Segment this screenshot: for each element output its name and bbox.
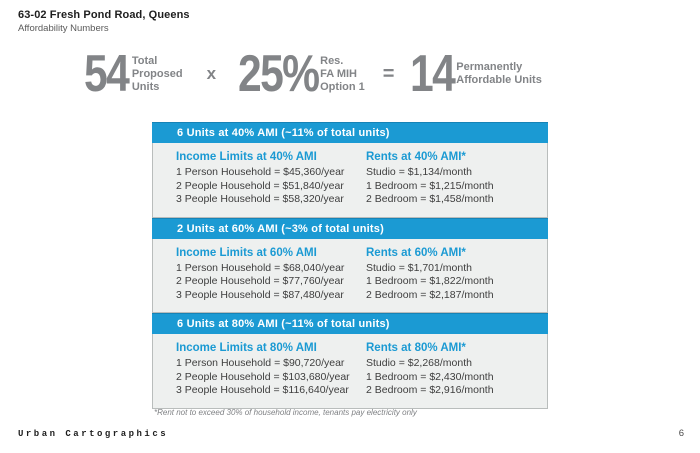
income-row: 2 People Household = $77,760/year: [176, 275, 344, 287]
income-heading: Income Limits at 40% AMI: [176, 151, 317, 163]
income-row: 2 People Household = $103,680/year: [176, 370, 350, 383]
section-body-80: Income Limits at 80% AMI 1 Person Househ…: [152, 334, 548, 409]
rents-heading: Rents at 80% AMI*: [366, 342, 466, 354]
affordability-table: 6 Units at 40% AMI (~11% of total units)…: [152, 122, 548, 409]
section-header-80: 6 Units at 80% AMI (~11% of total units): [152, 313, 548, 334]
rent-row: 2 Bedroom = $1,458/month: [366, 193, 494, 205]
income-row: 3 People Household = $58,320/year: [176, 193, 344, 205]
equals-operator: =: [382, 62, 395, 85]
rents-column: Rents at 40% AMI* Studio = $1,134/month …: [366, 151, 539, 207]
income-row: 1 Person Household = $90,720/year: [176, 357, 345, 369]
rents-column: Rents at 60% AMI* Studio = $1,701/month …: [366, 247, 539, 303]
total-units-label: Total Proposed Units: [131, 54, 183, 93]
ami-section-80: 6 Units at 80% AMI (~11% of total units)…: [152, 313, 548, 409]
rent-footnote: *Rent not to exceed 30% of household inc…: [154, 408, 417, 417]
rent-row: Studio = $1,134/month: [366, 166, 472, 178]
rent-row: Studio = $1,701/month: [366, 261, 472, 274]
rents-column: Rents at 80% AMI* Studio = $2,268/month …: [366, 342, 539, 398]
rent-row: 1 Bedroom = $1,822/month: [366, 275, 494, 287]
income-row: 2 People Household = $51,840/year: [176, 179, 344, 192]
brand-name: Urban Cartographics: [18, 429, 169, 439]
income-limits-column: Income Limits at 60% AMI 1 Person Househ…: [176, 247, 366, 303]
income-row: 3 People Household = $116,640/year: [176, 384, 349, 396]
rents-heading: Rents at 40% AMI*: [366, 151, 466, 163]
income-limits-column: Income Limits at 40% AMI 1 Person Househ…: [176, 151, 366, 207]
rent-row: Studio = $2,268/month: [366, 357, 472, 369]
rent-row: 1 Bedroom = $1,215/month: [366, 179, 494, 192]
income-row: 1 Person Household = $45,360/year: [176, 166, 345, 178]
multiply-operator: x: [206, 64, 217, 83]
rents-heading: Rents at 60% AMI*: [366, 246, 466, 259]
ami-section-60: 2 Units at 60% AMI (~3% of total units) …: [152, 217, 548, 313]
rent-row: 1 Bedroom = $2,430/month: [366, 370, 494, 383]
section-header-40: 6 Units at 40% AMI (~11% of total units): [152, 122, 548, 143]
affordability-equation: 54 Total Proposed Units x 25% Res. FA MI…: [84, 42, 542, 106]
income-heading: Income Limits at 60% AMI: [176, 246, 317, 259]
income-row: 1 Person Household = $68,040/year: [176, 261, 345, 274]
affordable-units-value: 14: [410, 45, 456, 103]
page-number: 6: [678, 428, 684, 439]
section-header-60: 2 Units at 60% AMI (~3% of total units): [152, 217, 548, 239]
rent-row: 2 Bedroom = $2,187/month: [366, 288, 494, 301]
income-heading: Income Limits at 80% AMI: [176, 342, 317, 354]
page-subtitle: Affordability Numbers: [18, 23, 109, 34]
total-units-value: 54: [84, 45, 130, 103]
affordable-units-label: Permanently Affordable Units: [456, 61, 542, 86]
mih-percentage-value: 25%: [238, 45, 320, 103]
income-limits-column: Income Limits at 80% AMI 1 Person Househ…: [176, 342, 366, 398]
section-body-60: Income Limits at 60% AMI 1 Person Househ…: [152, 238, 548, 313]
ami-section-40: 6 Units at 40% AMI (~11% of total units)…: [152, 122, 548, 218]
income-row: 3 People Household = $87,480/year: [176, 288, 344, 301]
mih-option-label: Res. FA MIH Option 1: [320, 54, 365, 93]
page-title: 63-02 Fresh Pond Road, Queens: [18, 9, 190, 21]
rent-row: 2 Bedroom = $2,916/month: [366, 384, 494, 396]
slide-header: 63-02 Fresh Pond Road, Queens Affordabil…: [18, 9, 190, 34]
section-body-40: Income Limits at 40% AMI 1 Person Househ…: [152, 143, 548, 218]
